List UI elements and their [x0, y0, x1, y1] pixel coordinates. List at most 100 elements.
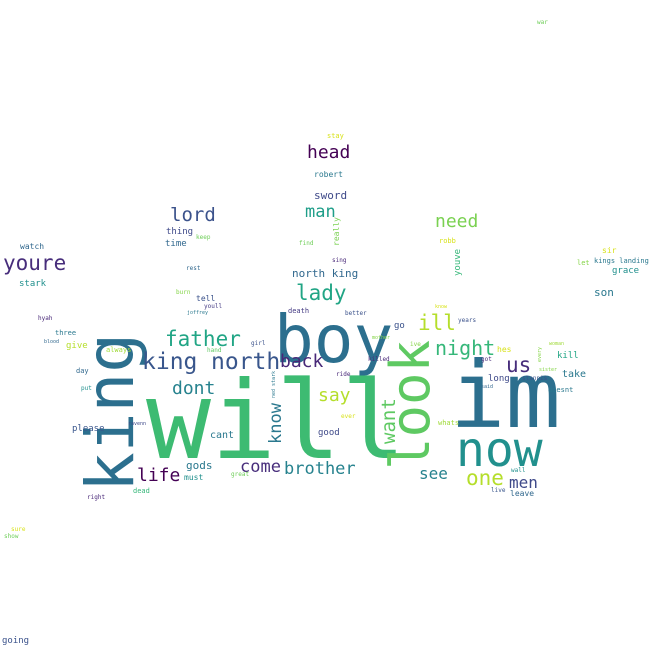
word-youre: youre [3, 251, 67, 275]
word-night: night [435, 336, 496, 360]
word-kings-landing: kings landing [594, 257, 649, 265]
word-leave: leave [510, 489, 535, 498]
word-thing: thing [166, 227, 194, 237]
word-one: one [466, 466, 504, 490]
word-see: see [419, 464, 448, 483]
word-father: father [165, 327, 241, 351]
word-hyah: hyah [38, 315, 53, 322]
word-lady: lady [296, 281, 347, 305]
word-ever: ever [341, 413, 356, 420]
word-keep: keep [196, 234, 211, 241]
word-grace: grace [612, 266, 640, 276]
word-boy: boy [274, 301, 394, 378]
word-say: say [318, 385, 351, 406]
word-death: death [288, 307, 310, 315]
word-sing: sing [332, 257, 347, 264]
word-ravenn: ravenn [128, 421, 147, 427]
word-lord: lord [170, 204, 216, 226]
word-ive: ive [410, 341, 421, 348]
word-north: north [211, 349, 281, 375]
word-live: live [491, 487, 506, 494]
word-three: three [55, 329, 77, 337]
word-really-vertical: really [332, 217, 341, 246]
word-brother: brother [284, 459, 356, 479]
word-cant: cant [210, 430, 235, 441]
word-sir: sir [602, 246, 617, 255]
word-stannis: stannis [522, 375, 548, 382]
word-right: right [87, 494, 106, 501]
word-put: put [81, 385, 92, 392]
word-let: let [577, 259, 590, 267]
word-hes: hes [497, 345, 512, 354]
word-kill: kill [557, 351, 579, 361]
word-will: will [146, 359, 407, 484]
word-now: now [456, 422, 543, 478]
word-blood: blood [44, 339, 60, 345]
word-sister: sister [539, 367, 558, 373]
word-need: need [435, 211, 479, 232]
word-great: great [231, 471, 250, 478]
word-stark: stark [19, 279, 47, 289]
word-im: im [450, 342, 561, 449]
word-take: take [562, 369, 587, 380]
word-give: give [66, 341, 88, 351]
word-time: time [165, 239, 187, 249]
word-north-king-phrase: north king [292, 267, 359, 280]
word-every-vertical: every [537, 346, 543, 362]
word-sure: sure [11, 526, 26, 533]
word-dead: dead [133, 487, 150, 495]
word-girl: girl [251, 340, 266, 347]
word-find: find [299, 240, 314, 247]
word-hand: hand [207, 347, 222, 354]
word-youve-vertical: youve [453, 248, 463, 276]
word-tell: tell [196, 294, 216, 303]
word-doesnt: doesnt [548, 386, 574, 394]
word-please: please [72, 424, 105, 434]
word-said: said [481, 384, 494, 390]
word-burn: burn [176, 289, 191, 296]
word-always: always [106, 346, 132, 354]
word-whats: whats [438, 419, 460, 427]
word-sword: sword [314, 189, 348, 202]
word-stay: stay [327, 132, 344, 140]
word-ill: ill [418, 311, 456, 335]
word-wall: wall [511, 467, 526, 474]
word-us: us [506, 353, 532, 377]
word-show: show [4, 533, 19, 540]
word-back: back [280, 351, 324, 372]
word-years: years [458, 317, 477, 324]
word-war: war [537, 19, 548, 26]
word-watch: watch [20, 242, 45, 251]
word-dont: dont [172, 378, 216, 399]
word-good: good [318, 428, 340, 438]
word-got: got [481, 356, 492, 363]
word-better: better [345, 310, 367, 317]
word-long: long [488, 374, 510, 384]
word-want-vertical: want [378, 398, 400, 444]
word-head: head [307, 142, 351, 163]
word-son: son [594, 286, 614, 299]
word-life: life [137, 465, 181, 486]
word-gods: gods [186, 459, 213, 472]
word-robert: robert [314, 170, 343, 179]
word-day: day [76, 367, 89, 375]
word-king-vertical: king [72, 333, 149, 492]
word-joffrey: joffrey [187, 310, 209, 316]
word-must: must [184, 473, 204, 482]
word-men: men [509, 473, 538, 492]
word-woman: woman [549, 341, 565, 347]
word-ride: ride [336, 371, 351, 378]
word-going: going [2, 636, 30, 646]
word-mother: mother [372, 335, 391, 341]
word-know-small: know [435, 304, 448, 310]
word-robb: robb [439, 237, 456, 245]
word-go: go [394, 321, 405, 331]
word-know-vertical: know [266, 403, 286, 444]
word-youll: youll [204, 303, 223, 310]
word-rest: rest [186, 265, 201, 272]
word-king: king [142, 349, 198, 375]
word-killed: killed [368, 356, 390, 363]
word-man: man [305, 202, 336, 222]
word-ned-stark-vertical: ned stark [271, 370, 277, 398]
